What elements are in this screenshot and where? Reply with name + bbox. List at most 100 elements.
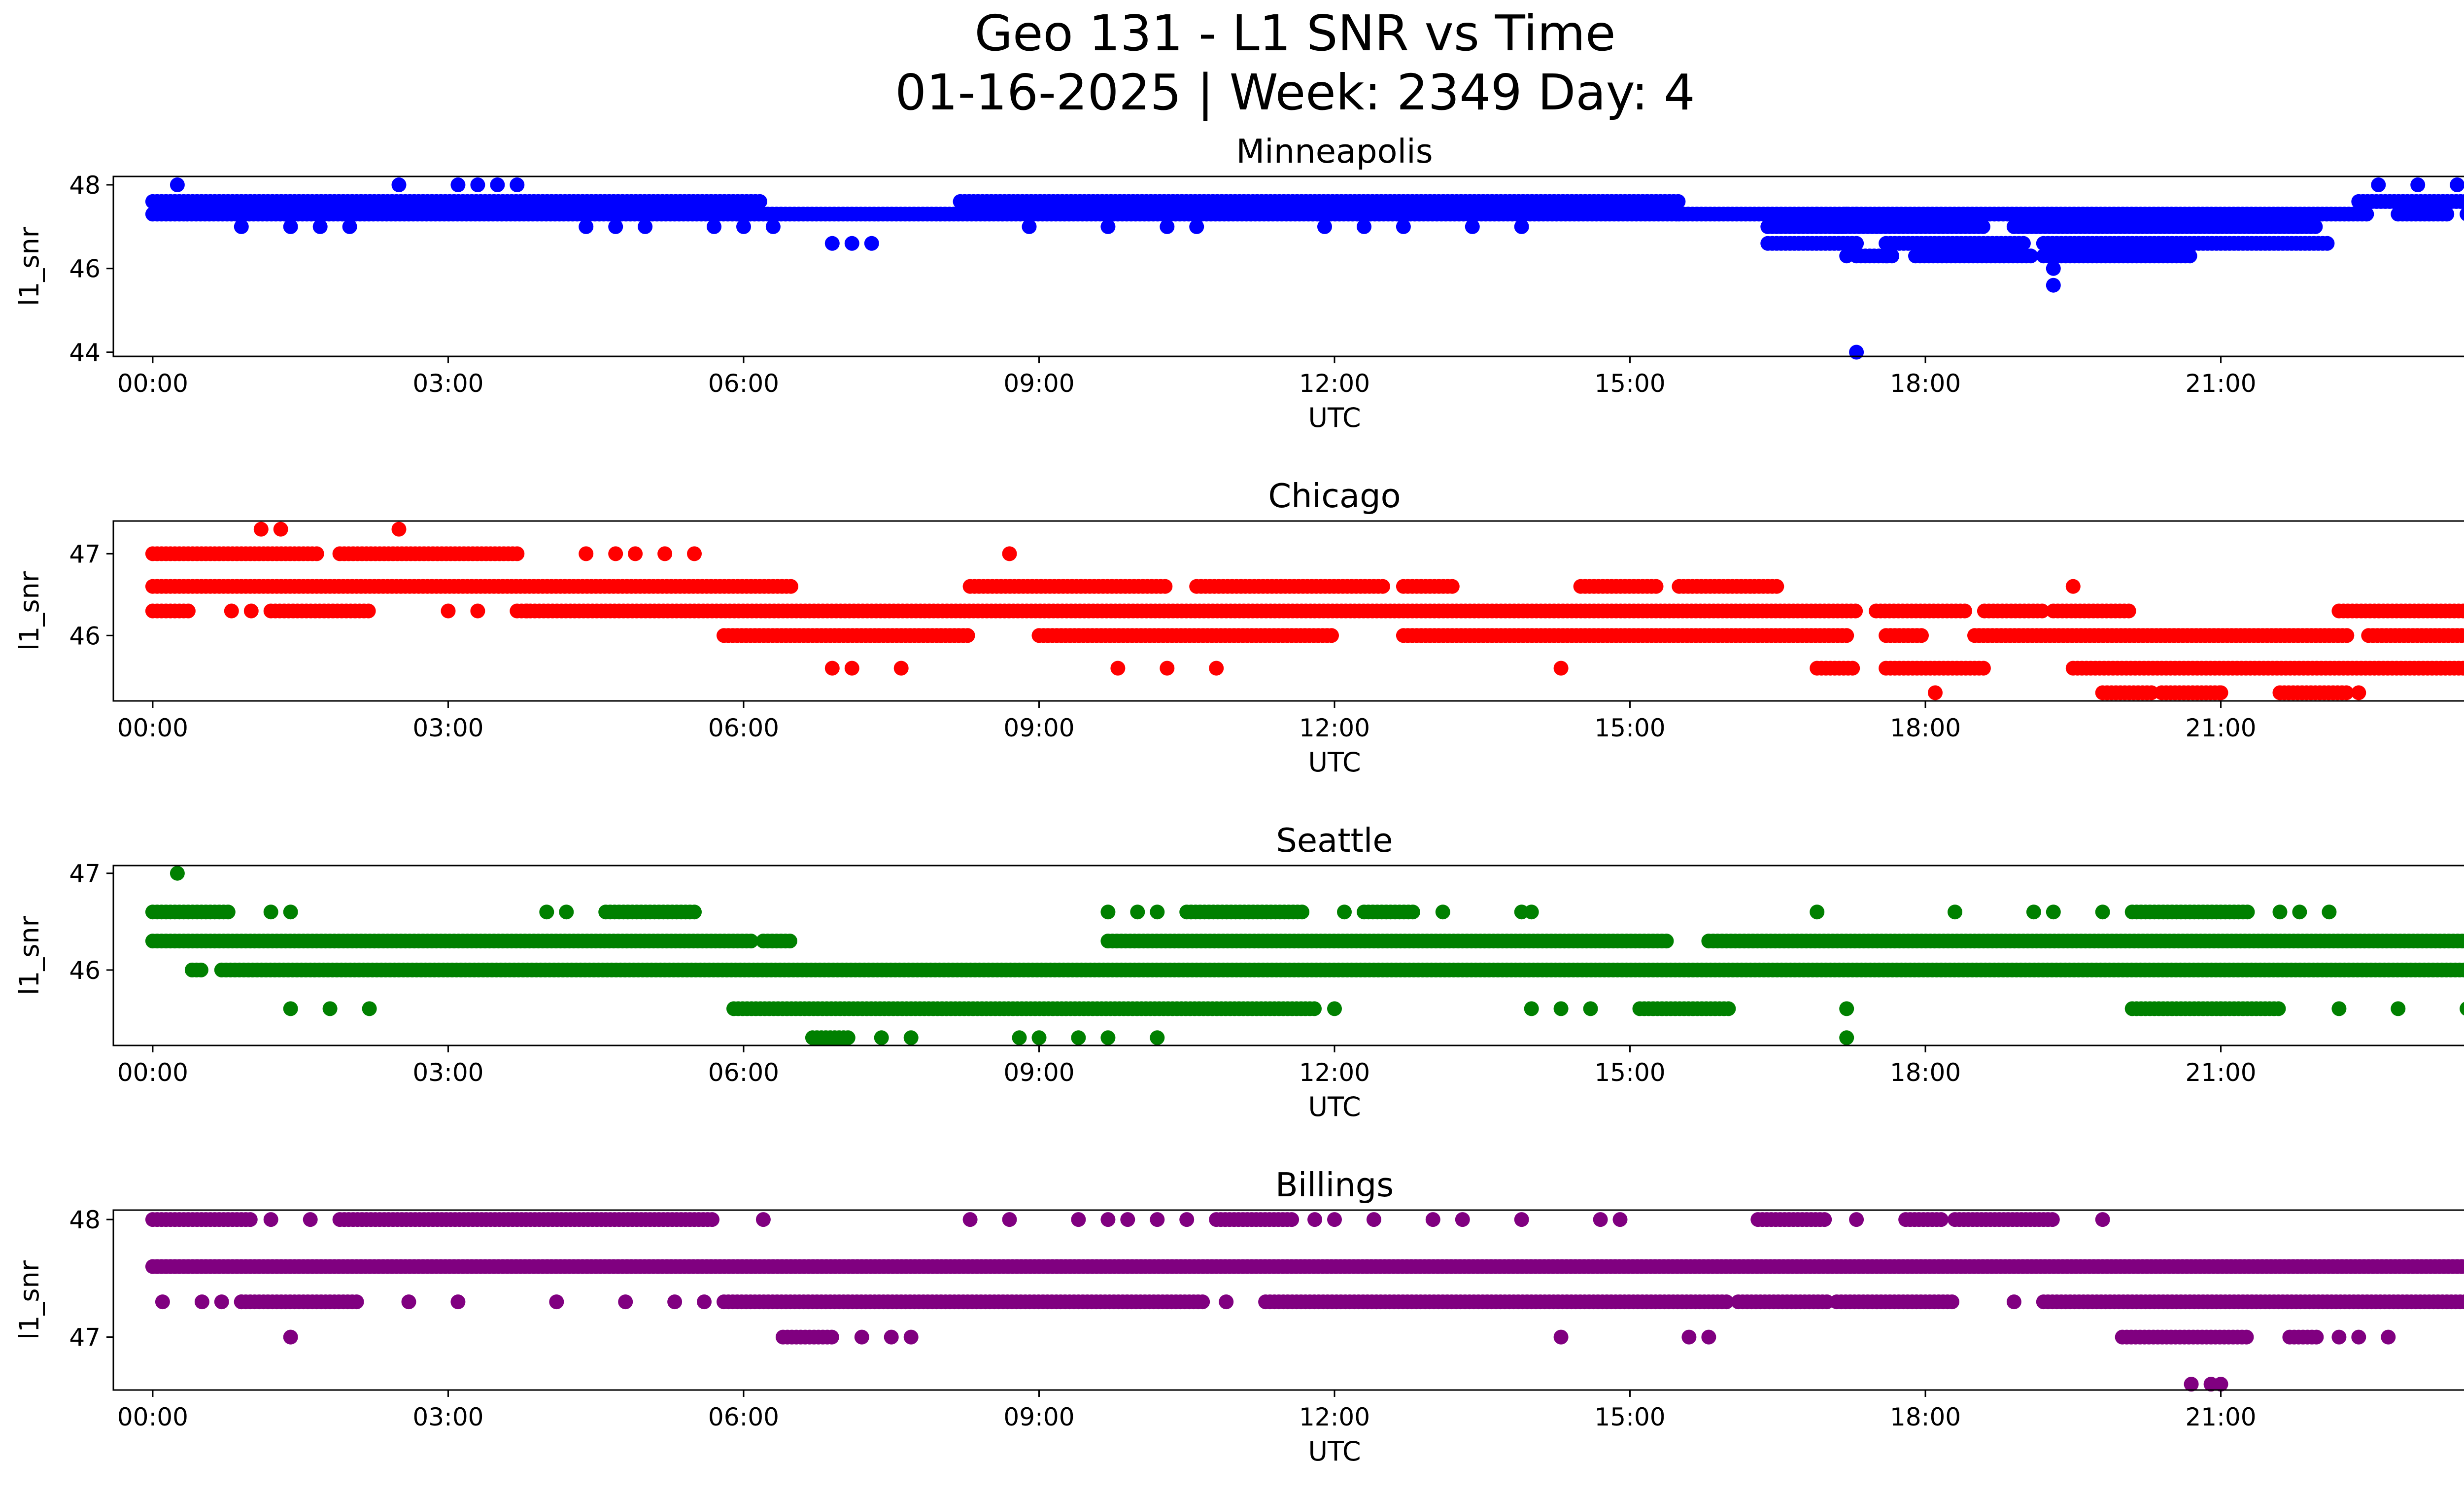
data-point [1945, 1294, 1959, 1310]
data-point [2016, 236, 2031, 251]
subplot-panels: Minneapolis 00:00 03:00 06:00 09:00 12:00 15:0… [14, 132, 2464, 1467]
data-point [1934, 1212, 1949, 1227]
data-point [273, 522, 288, 537]
subplot-title: Seattle [1276, 821, 1393, 860]
data-point [1195, 1294, 1210, 1310]
data-point [470, 177, 485, 192]
data-point [893, 661, 909, 676]
data-point [874, 1030, 889, 1045]
data-point [349, 1294, 364, 1310]
subplot-title: Billings [1275, 1166, 1394, 1204]
data-point [2450, 177, 2464, 192]
data-point [1817, 1212, 1832, 1227]
data-point [1022, 219, 1037, 234]
data-point [391, 177, 407, 192]
data-point [1465, 219, 1480, 234]
scatter-series-billings [145, 1212, 2464, 1392]
x-tick-label: 18:00 [1890, 369, 1961, 398]
data-point [1435, 904, 1450, 920]
figure-title-line-2: 01-16-2025 | Week: 2349 Day: 4 [895, 64, 1695, 121]
data-point [2359, 207, 2374, 222]
data-point [844, 236, 859, 251]
x-tick-label: 18:00 [1890, 1058, 1961, 1087]
data-point [1879, 248, 1894, 264]
data-point [2034, 603, 2050, 619]
x-tick-label: 06:00 [708, 1058, 779, 1087]
data-point [1012, 1030, 1027, 1045]
data-point [1295, 904, 1310, 920]
data-point [1839, 1001, 1854, 1016]
data-point [1375, 579, 1390, 594]
data-point [2462, 196, 2464, 207]
data-point [539, 904, 554, 920]
x-axis-label: UTC [1308, 747, 1361, 778]
data-point [2459, 934, 2464, 948]
data-point [1317, 219, 1332, 234]
data-point [2410, 177, 2426, 192]
data-point [2460, 604, 2464, 618]
x-tick-label: 12:00 [1299, 714, 1370, 742]
data-point [1160, 661, 1175, 676]
y-axis-label: l1_snr [14, 226, 45, 306]
y-tick-label: 46 [69, 956, 101, 985]
data-point [1848, 603, 1863, 619]
x-tick-label: 15:00 [1594, 714, 1665, 742]
data-point [1324, 628, 1339, 643]
data-point [1524, 1001, 1539, 1016]
data-point [2308, 219, 2323, 234]
y-tick-label: 46 [69, 255, 101, 283]
data-point [1849, 345, 1864, 360]
data-point [1357, 219, 1371, 234]
data-point [687, 546, 702, 561]
data-point [1130, 904, 1145, 920]
data-point [1928, 685, 1943, 700]
data-point [1839, 1030, 1854, 1045]
data-point [1444, 579, 1460, 594]
x-tick-label: 12:00 [1299, 369, 1370, 398]
data-point [263, 904, 278, 920]
x-tick-label: 18:00 [1890, 714, 1961, 742]
data-point [2144, 685, 2159, 700]
data-point [220, 904, 236, 920]
data-point [1659, 934, 1674, 949]
data-point [608, 219, 623, 234]
data-point [2095, 904, 2110, 920]
data-point [362, 1001, 377, 1016]
data-point [1396, 219, 1411, 234]
x-axis-label: UTC [1308, 402, 1361, 433]
data-point [783, 579, 798, 594]
data-point [510, 177, 525, 192]
data-point [1839, 628, 1854, 643]
data-point [2458, 194, 2464, 209]
scatter-series-seattle [145, 866, 2464, 1045]
subplot-title: Chicago [1268, 477, 1401, 515]
data-point [243, 603, 259, 619]
data-point [1948, 904, 1962, 920]
data-point [342, 219, 357, 234]
data-point [752, 194, 767, 209]
data-point [707, 219, 721, 234]
x-tick-label: 09:00 [1003, 1058, 1074, 1087]
data-point [559, 904, 574, 920]
x-tick-label: 06:00 [708, 714, 779, 742]
subplot-title: Minneapolis [1236, 132, 1433, 171]
data-point [1975, 219, 1990, 234]
x-tick-label: 00:00 [117, 369, 188, 398]
data-point [2046, 904, 2061, 920]
data-point [2292, 904, 2307, 920]
data-point [1845, 661, 1860, 676]
x-tick-label: 03:00 [412, 714, 483, 742]
x-tick-label: 21:00 [2186, 1058, 2257, 1087]
data-point [903, 1030, 919, 1045]
data-point [1071, 1030, 1086, 1045]
data-point [1957, 603, 1972, 619]
data-point [1307, 1001, 1322, 1016]
data-point [657, 546, 673, 561]
data-point [824, 661, 840, 676]
data-point [1110, 661, 1126, 676]
data-point [687, 904, 702, 920]
data-point [2026, 904, 2041, 920]
